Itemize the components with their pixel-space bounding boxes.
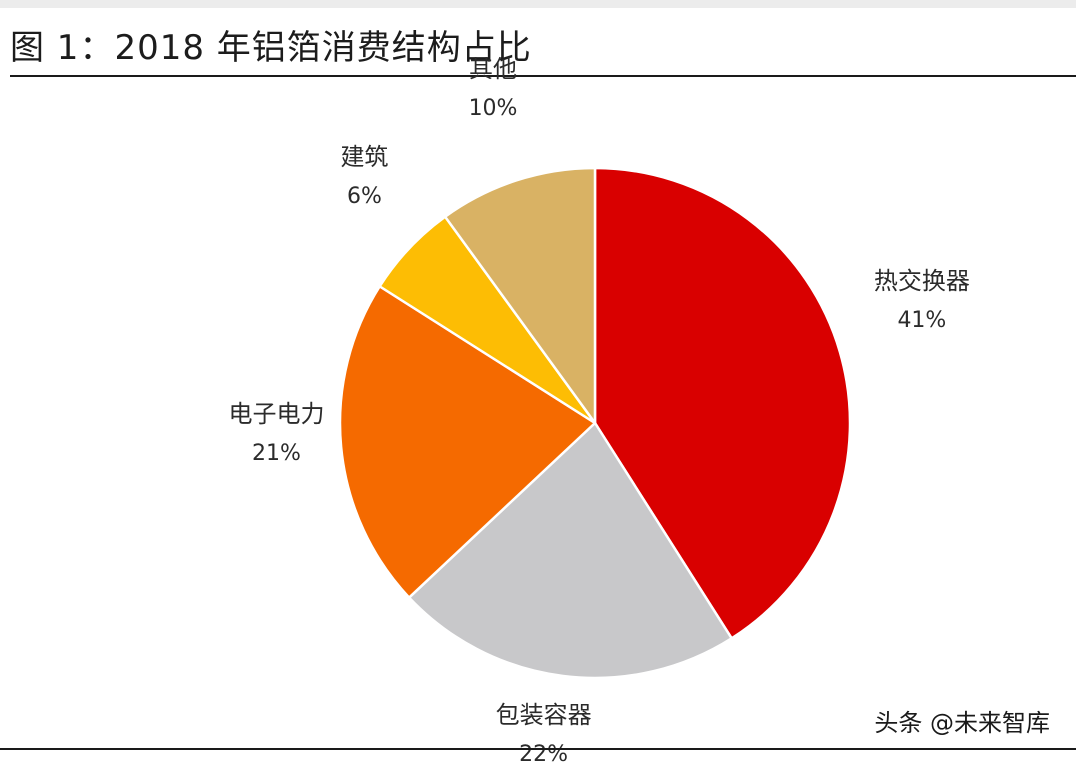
title-rule	[10, 75, 1076, 77]
slice-label-5: 其他 10%	[469, 49, 518, 129]
watermark: 头条 @未来智库	[870, 703, 1054, 738]
slice-category-label: 建筑	[340, 143, 389, 172]
slice-value-label: 10%	[468, 96, 518, 122]
slice-value-label: 6%	[346, 184, 382, 210]
slice-category-label: 其他	[469, 55, 518, 84]
bottom-rule	[0, 748, 1076, 750]
slice-value-label: 21%	[252, 441, 301, 467]
slice-category-label: 电子电力	[228, 400, 325, 429]
slice-value-label: 22%	[519, 742, 569, 762]
pie-slice-5	[443, 166, 597, 425]
figure-title: 图 1：2018 年铝箔消费结构占比	[10, 28, 532, 68]
slice-label-4: 建筑 6%	[340, 137, 388, 217]
slice-label-2: 包装容器 22%	[496, 695, 592, 762]
slice-category-label: 包装容器	[495, 701, 592, 730]
top-edge-strip	[0, 0, 1076, 8]
pie-slice-2	[407, 421, 733, 680]
slice-value-label: 41%	[897, 307, 947, 333]
slice-label-1: 热交换器 41%	[874, 261, 970, 341]
slice-category-label: 热交换器	[873, 266, 970, 295]
slice-label-3: 电子电力 21%	[228, 394, 324, 474]
pie-slice-1	[593, 166, 852, 640]
pie-slice-3	[338, 285, 597, 599]
